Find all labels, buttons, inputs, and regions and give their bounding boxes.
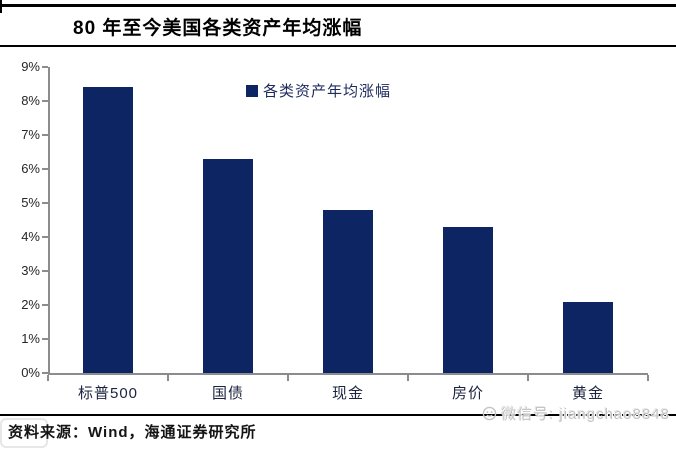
- x-axis-label-黄金: 黄金: [571, 385, 604, 402]
- legend-swatch-icon: [246, 84, 258, 97]
- y-axis-tick: [42, 270, 48, 272]
- y-axis-tick-label: 1%: [21, 331, 40, 346]
- y-axis-tick: [42, 338, 48, 340]
- y-axis-tick-label: 4%: [21, 229, 40, 244]
- y-axis-tick-label: 6%: [21, 161, 40, 176]
- watermark-stamp: [0, 418, 48, 448]
- top-rule: [0, 4, 676, 7]
- y-axis-line: [48, 67, 50, 373]
- y-axis-tick: [42, 236, 48, 238]
- y-axis-tick-label: 5%: [21, 195, 40, 210]
- y-axis-tick: [42, 134, 48, 136]
- y-axis-tick-label: 3%: [21, 263, 40, 278]
- x-axis-tick: [647, 375, 649, 381]
- bar-标普500: [83, 87, 133, 373]
- chart-title: 80 年至今美国各类资产年均涨幅: [73, 18, 363, 39]
- x-axis-tick: [287, 375, 289, 381]
- source-note: 资料来源：Wind，海通证券研究所: [8, 424, 257, 441]
- y-axis-tick-label: 9%: [21, 59, 40, 74]
- legend-label: 各类资产年均涨幅: [263, 83, 392, 100]
- x-axis-tick: [167, 375, 169, 381]
- y-axis-tick-label: 8%: [21, 93, 40, 108]
- x-axis-tick: [527, 375, 529, 381]
- smiley-icon: [482, 406, 497, 421]
- bar-房价: [443, 227, 493, 373]
- y-axis-tick: [42, 372, 48, 374]
- x-axis-label-国债: 国债: [211, 385, 244, 402]
- watermark-label: 微信号: jiangchao8848: [501, 406, 670, 423]
- x-axis-tick: [407, 375, 409, 381]
- y-axis-tick: [42, 100, 48, 102]
- x-axis-line: [48, 373, 648, 375]
- x-axis-label-标普500: 标普500: [77, 385, 139, 402]
- y-axis-tick-label: 7%: [21, 127, 40, 142]
- y-axis-tick: [42, 304, 48, 306]
- bottom-rule: [0, 414, 676, 416]
- y-axis-tick: [42, 202, 48, 204]
- wechat-watermark: 微信号: jiangchao8848: [482, 403, 670, 424]
- y-axis-tick: [42, 168, 48, 170]
- chart-legend: 各类资产年均涨幅: [246, 80, 391, 101]
- x-axis-tick: [47, 375, 49, 381]
- bar-黄金: [563, 302, 613, 373]
- y-axis-tick-label: 0%: [21, 365, 40, 380]
- x-axis-label-现金: 现金: [331, 385, 364, 402]
- bar-国债: [203, 159, 253, 373]
- y-axis-tick: [42, 66, 48, 68]
- x-axis-label-房价: 房价: [451, 385, 484, 402]
- y-axis-tick-label: 2%: [21, 297, 40, 312]
- title-rule: [0, 45, 676, 47]
- bar-现金: [323, 210, 373, 373]
